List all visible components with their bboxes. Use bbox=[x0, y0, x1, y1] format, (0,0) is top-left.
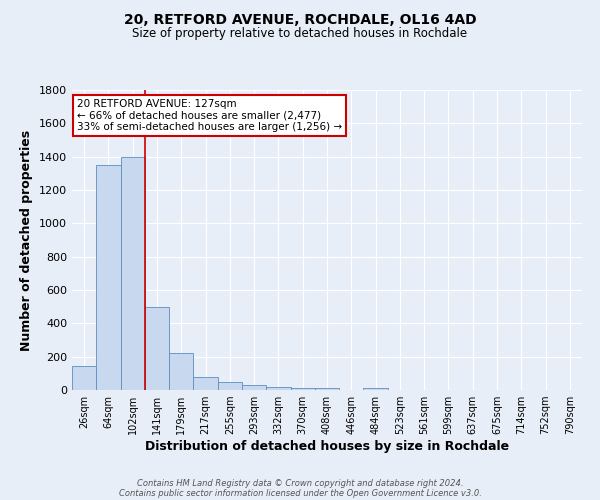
Text: Contains HM Land Registry data © Crown copyright and database right 2024.: Contains HM Land Registry data © Crown c… bbox=[137, 478, 463, 488]
Bar bbox=[218, 382, 242, 390]
Bar bbox=[242, 385, 266, 390]
Text: 20, RETFORD AVENUE, ROCHDALE, OL16 4AD: 20, RETFORD AVENUE, ROCHDALE, OL16 4AD bbox=[124, 12, 476, 26]
Text: Size of property relative to detached houses in Rochdale: Size of property relative to detached ho… bbox=[133, 28, 467, 40]
Bar bbox=[266, 386, 290, 390]
Bar bbox=[290, 388, 315, 390]
Y-axis label: Number of detached properties: Number of detached properties bbox=[20, 130, 34, 350]
Text: Contains public sector information licensed under the Open Government Licence v3: Contains public sector information licen… bbox=[119, 488, 481, 498]
Bar bbox=[96, 165, 121, 390]
Bar bbox=[145, 306, 169, 390]
Bar bbox=[193, 376, 218, 390]
Bar bbox=[315, 388, 339, 390]
Bar bbox=[121, 156, 145, 390]
Text: 20 RETFORD AVENUE: 127sqm
← 66% of detached houses are smaller (2,477)
33% of se: 20 RETFORD AVENUE: 127sqm ← 66% of detac… bbox=[77, 99, 342, 132]
Bar bbox=[72, 366, 96, 390]
Bar bbox=[364, 388, 388, 390]
Bar bbox=[169, 352, 193, 390]
X-axis label: Distribution of detached houses by size in Rochdale: Distribution of detached houses by size … bbox=[145, 440, 509, 453]
